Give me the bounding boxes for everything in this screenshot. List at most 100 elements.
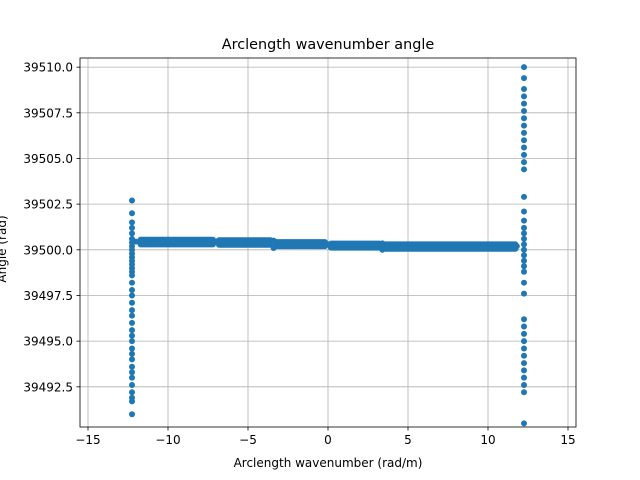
data-point [129,411,135,418]
data-point [521,75,527,82]
y-tick-label: 39510.0 [23,61,73,75]
data-point [213,238,219,245]
data-point [129,230,135,237]
data-point [379,246,386,253]
data-point [437,243,443,250]
data-point [129,338,135,345]
data-point [521,420,527,427]
y-tick-label: 39495.0 [23,335,73,349]
chart-title: Arclength wavenumber angle [222,37,435,53]
data-point [521,381,527,388]
data-point [181,238,187,245]
data-point [521,107,527,114]
data-point [521,330,527,337]
data-point [521,159,527,166]
data-point [133,238,139,245]
x-axis-label: Arclength wavenumber (rad/m) [234,456,423,470]
data-point [501,243,507,250]
data-point [129,327,135,334]
y-tick-label: 39492.5 [23,380,73,394]
data-point [521,86,527,93]
data-point [165,238,171,245]
data-point [293,240,299,247]
data-point [325,241,331,248]
x-tick-label: −5 [239,433,257,447]
data-point [229,239,235,246]
data-point [129,272,135,279]
y-axis-ticks: 39492.5 39495.0 39497.5 39500.0 39502.5 39505… [23,61,80,394]
data-point [129,279,135,286]
data-point [129,286,135,293]
data-point [521,64,527,71]
data-point [521,367,527,374]
data-point [521,208,527,215]
data-point [197,238,203,245]
data-point [521,224,527,231]
x-tick-label: −10 [155,433,180,447]
data-point [270,244,277,251]
data-point [309,241,315,248]
y-tick-label: 39500.0 [23,243,73,257]
x-tick-label: 10 [480,433,495,447]
data-point [521,252,527,259]
data-point [141,239,147,246]
data-points [129,64,527,427]
data-point [129,398,135,405]
data-point [341,242,347,249]
data-point [521,115,527,122]
x-axis-ticks: −15 −10 −5 0 5 10 15 [75,427,576,447]
x-tick-label: 5 [404,433,412,447]
y-tick-label: 39502.5 [23,198,73,212]
data-point [129,363,135,370]
data-point [129,224,135,231]
data-point [129,381,135,388]
data-point [521,93,527,100]
data-point [513,243,520,250]
dense-point-band [328,240,383,251]
data-point [521,374,527,381]
data-point [129,210,135,217]
data-point [129,219,135,226]
data-point [129,307,135,314]
data-point [521,352,527,359]
data-point [485,243,491,250]
dense-point-band [216,237,274,248]
y-tick-label: 39505.0 [23,152,73,166]
data-point [521,360,527,367]
data-point [521,345,527,352]
data-point [521,151,527,158]
y-tick-label: 39497.5 [23,289,73,303]
x-tick-label: −15 [75,433,100,447]
data-point [521,193,527,200]
data-point [129,374,135,381]
data-point [373,243,379,250]
data-point [521,323,527,330]
data-point [421,243,427,250]
data-point [521,290,527,297]
y-tick-label: 39507.5 [23,106,73,120]
data-point [129,319,135,326]
data-point [270,237,277,244]
data-point [129,292,135,299]
data-point [149,239,155,246]
data-point [129,332,135,339]
data-point [521,230,527,237]
data-point [521,166,527,173]
data-point [521,241,527,248]
data-point [379,240,386,247]
data-point [129,356,135,363]
data-point [389,243,395,250]
data-point [129,299,135,306]
data-point [405,243,411,250]
data-point [521,217,527,224]
data-point [521,144,527,151]
data-point [521,263,527,270]
data-point [129,389,135,396]
data-point [129,369,135,376]
data-point [129,350,135,357]
data-point [129,345,135,352]
data-point [521,122,527,129]
data-point [521,316,527,323]
data-point [521,389,527,396]
